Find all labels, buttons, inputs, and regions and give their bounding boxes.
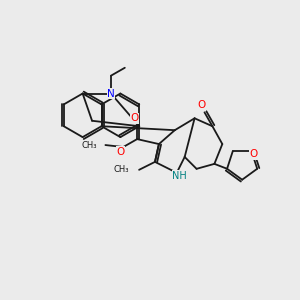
Text: CH₃: CH₃ [114, 165, 129, 174]
Text: NH: NH [172, 171, 187, 181]
Text: O: O [130, 113, 138, 123]
Text: O: O [197, 100, 206, 110]
Text: O: O [116, 147, 124, 157]
Text: CH₃: CH₃ [82, 140, 98, 149]
Text: N: N [107, 88, 115, 98]
Text: O: O [249, 149, 258, 159]
